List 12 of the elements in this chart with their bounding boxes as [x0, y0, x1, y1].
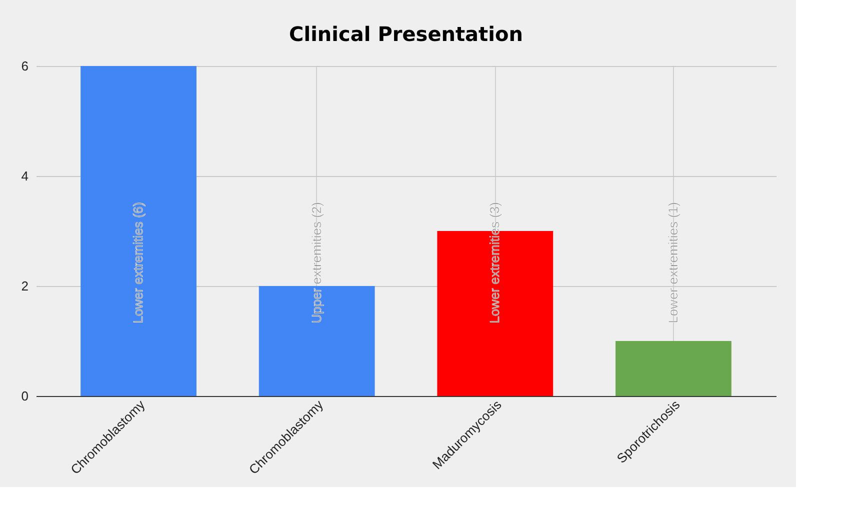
- data-label: Lower extremities (1): [665, 202, 680, 324]
- bar: [258, 286, 375, 396]
- y-tick-label: 6: [21, 58, 28, 74]
- data-label: Lower extremities (3): [487, 202, 502, 324]
- y-tick-label: 4: [21, 168, 28, 184]
- y-tick-label: 2: [21, 278, 28, 294]
- bar: [80, 66, 196, 396]
- chart-title: Clinical Presentation: [289, 22, 523, 46]
- y-tick-label: 0: [21, 388, 28, 404]
- data-label: Upper extremities (2): [308, 202, 324, 324]
- data-label: Lower extremities (6): [130, 202, 146, 324]
- bar: [616, 341, 732, 396]
